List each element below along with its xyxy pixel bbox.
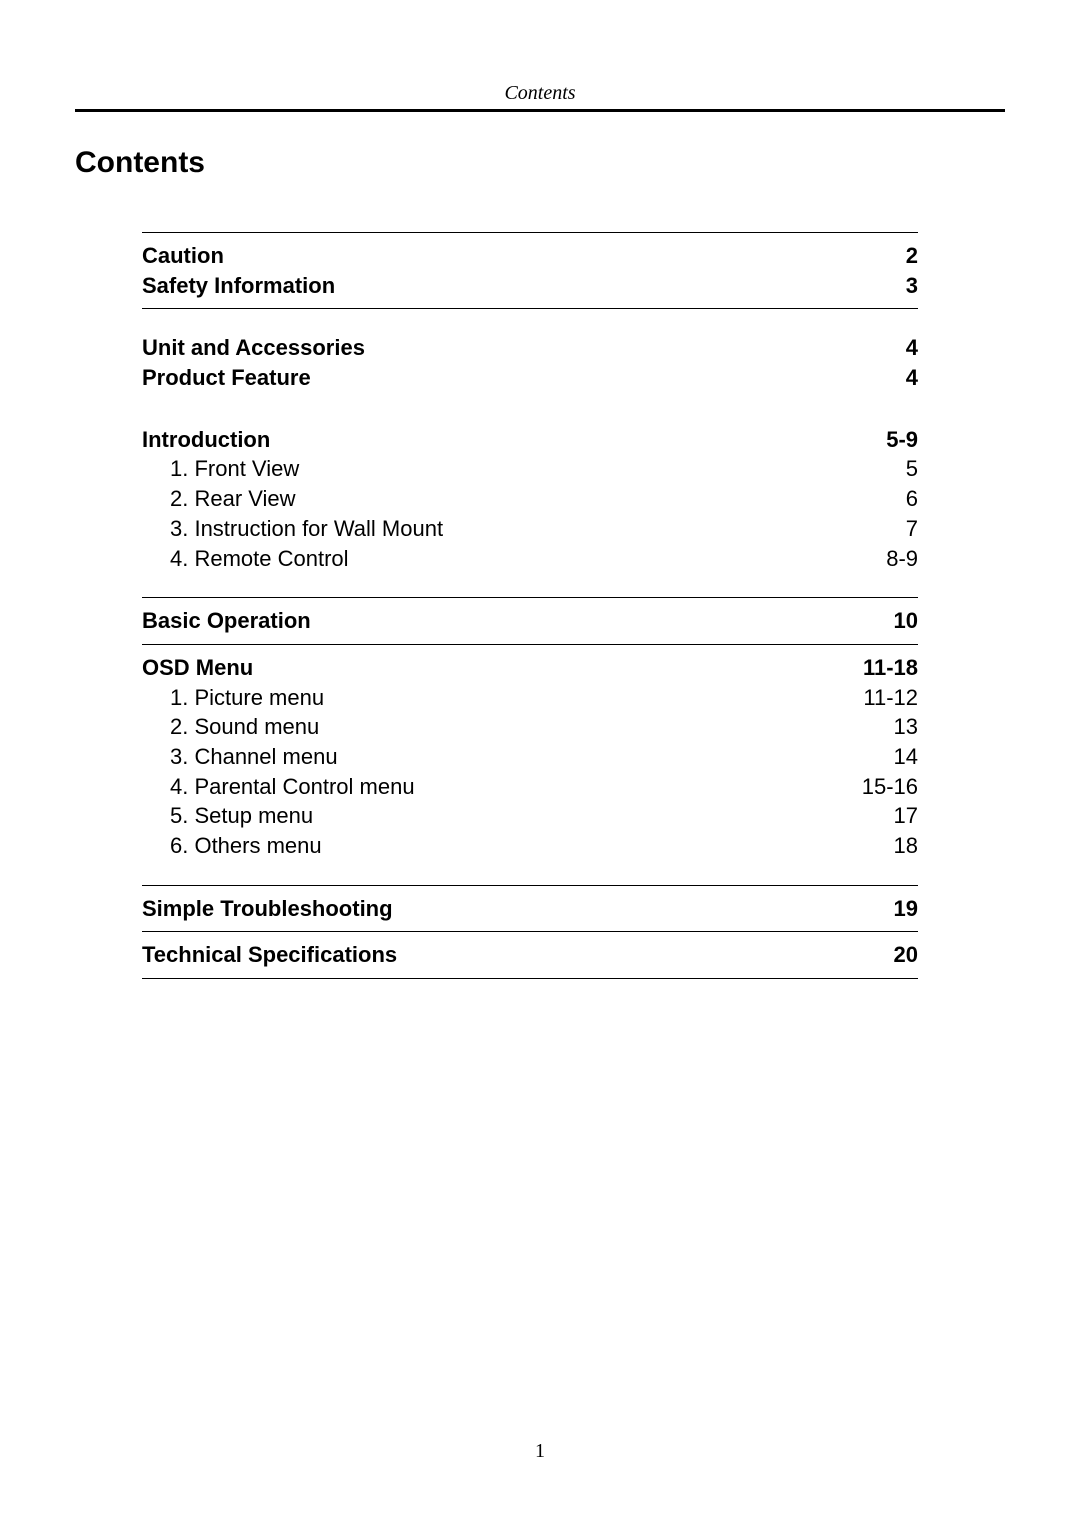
page-title: Contents bbox=[75, 146, 1080, 180]
toc-label: 1. Front View bbox=[142, 454, 299, 484]
toc-label: Safety Information bbox=[142, 271, 335, 301]
toc-page: 13 bbox=[894, 712, 918, 742]
toc-label: 2. Rear View bbox=[142, 484, 296, 514]
toc-page: 14 bbox=[894, 742, 918, 772]
toc-section: OSD Menu 11-18 1. Picture menu 11-12 2. … bbox=[142, 645, 918, 869]
toc-entry: 2. Rear View 6 bbox=[142, 484, 918, 514]
toc-label: Caution bbox=[142, 241, 224, 271]
toc-entry: 3. Instruction for Wall Mount 7 bbox=[142, 514, 918, 544]
toc-entry: 1. Front View 5 bbox=[142, 454, 918, 484]
toc-label: OSD Menu bbox=[142, 653, 253, 683]
toc-label: Simple Troubleshooting bbox=[142, 894, 393, 924]
toc-page: 4 bbox=[906, 333, 918, 363]
toc-label: 4. Remote Control bbox=[142, 544, 349, 574]
toc-entry: OSD Menu 11-18 bbox=[142, 653, 918, 683]
toc-label: 2. Sound menu bbox=[142, 712, 319, 742]
page-number: 1 bbox=[0, 1440, 1080, 1463]
toc-label: 6. Others menu bbox=[142, 831, 322, 861]
toc-label: Introduction bbox=[142, 425, 270, 455]
toc-entry: Caution 2 bbox=[142, 241, 918, 271]
toc-label: Basic Operation bbox=[142, 606, 311, 636]
toc-entry: 1. Picture menu 11-12 bbox=[142, 683, 918, 713]
toc-page: 2 bbox=[906, 241, 918, 271]
toc-page: 5 bbox=[906, 454, 918, 484]
spacer bbox=[142, 309, 918, 325]
toc-page: 6 bbox=[906, 484, 918, 514]
toc-page: 18 bbox=[894, 831, 918, 861]
toc-section: Caution 2 Safety Information 3 bbox=[142, 232, 918, 309]
spacer bbox=[142, 401, 918, 417]
toc-entry: 6. Others menu 18 bbox=[142, 831, 918, 861]
toc-entry: Introduction 5-9 bbox=[142, 425, 918, 455]
toc-page: 3 bbox=[906, 271, 918, 301]
toc-section: Technical Specifications 20 bbox=[142, 932, 918, 979]
toc-label: Technical Specifications bbox=[142, 940, 397, 970]
toc-entry: Product Feature 4 bbox=[142, 363, 918, 393]
toc-page: 5-9 bbox=[886, 425, 918, 455]
toc-entry: Basic Operation 10 bbox=[142, 606, 918, 636]
toc-entry: 4. Parental Control menu 15-16 bbox=[142, 772, 918, 802]
header-rule bbox=[75, 109, 1005, 112]
toc-label: Product Feature bbox=[142, 363, 311, 393]
toc-page: 8-9 bbox=[886, 544, 918, 574]
toc-entry: 4. Remote Control 8-9 bbox=[142, 544, 918, 574]
running-header: Contents bbox=[0, 0, 1080, 105]
spacer bbox=[142, 869, 918, 885]
toc-section: Simple Troubleshooting 19 bbox=[142, 885, 918, 933]
toc-label: 3. Instruction for Wall Mount bbox=[142, 514, 443, 544]
toc-page: 15-16 bbox=[862, 772, 918, 802]
toc-label: Unit and Accessories bbox=[142, 333, 365, 363]
toc-page: 7 bbox=[906, 514, 918, 544]
toc-label: 4. Parental Control menu bbox=[142, 772, 415, 802]
toc-page: 17 bbox=[894, 801, 918, 831]
toc-entry: 2. Sound menu 13 bbox=[142, 712, 918, 742]
toc-entry: 5. Setup menu 17 bbox=[142, 801, 918, 831]
toc-page: 11-18 bbox=[863, 653, 918, 683]
toc-entry: Unit and Accessories 4 bbox=[142, 333, 918, 363]
toc-page: 11-12 bbox=[863, 683, 918, 713]
table-of-contents: Caution 2 Safety Information 3 Unit and … bbox=[142, 232, 918, 979]
spacer bbox=[142, 581, 918, 597]
toc-page: 4 bbox=[906, 363, 918, 393]
toc-section: Unit and Accessories 4 Product Feature 4 bbox=[142, 325, 918, 400]
toc-entry: Safety Information 3 bbox=[142, 271, 918, 301]
toc-label: 3. Channel menu bbox=[142, 742, 338, 772]
toc-entry: Technical Specifications 20 bbox=[142, 940, 918, 970]
toc-section: Basic Operation 10 bbox=[142, 597, 918, 645]
toc-page: 10 bbox=[894, 606, 918, 636]
toc-page: 20 bbox=[894, 940, 918, 970]
toc-label: 5. Setup menu bbox=[142, 801, 313, 831]
toc-section: Introduction 5-9 1. Front View 5 2. Rear… bbox=[142, 417, 918, 581]
toc-page: 19 bbox=[894, 894, 918, 924]
toc-entry: Simple Troubleshooting 19 bbox=[142, 894, 918, 924]
toc-entry: 3. Channel menu 14 bbox=[142, 742, 918, 772]
toc-label: 1. Picture menu bbox=[142, 683, 324, 713]
